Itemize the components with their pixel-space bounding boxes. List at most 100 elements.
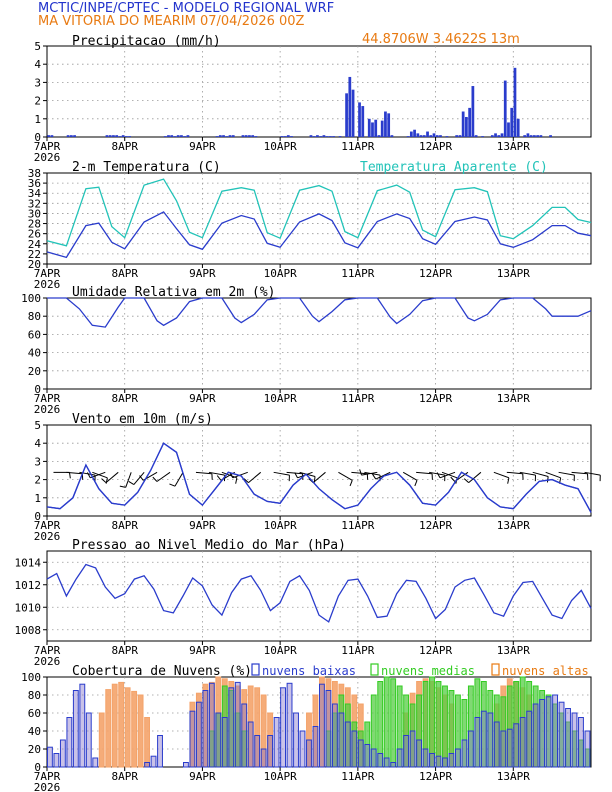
precip-bar [280, 136, 284, 137]
precip-bar [513, 67, 517, 137]
wind-xtick-label: 11APR [341, 519, 374, 532]
cloud-bar-blue [429, 753, 435, 768]
cloud-bar-blue [500, 730, 507, 768]
clouds-ytick-label: 80 [28, 689, 41, 702]
precip-bar [105, 135, 109, 137]
precip-bar [222, 135, 225, 137]
wind-barb [195, 471, 212, 475]
cloud-bar-blue [267, 735, 274, 768]
pressure-xtick-label: 12APR [419, 644, 452, 657]
wind-title: Vento em 10m (m/s) [72, 412, 213, 427]
precip-bar [231, 135, 235, 137]
wind-barb [208, 471, 225, 476]
wind-barb [133, 471, 145, 485]
wind-barb-feather [101, 478, 107, 483]
cloud-bar-blue [293, 712, 299, 768]
cloud-bar-blue [390, 762, 397, 768]
precip-bar [503, 80, 507, 137]
precip-bar [455, 135, 459, 137]
precip-bar [125, 136, 128, 137]
pressure-panel: Pressao ao Nivel Medio do Mar (hPa) 1008… [15, 538, 592, 668]
precip-bar [465, 116, 468, 137]
humidity-xtick-label: 10APR [264, 392, 297, 405]
wind-panel: Vento em 10m (m/s) 0 1 2 3 4 5 7APR 8APR 9APR 10A… [34, 412, 601, 543]
cloud-bar-blue [53, 753, 60, 768]
wind-barb [441, 471, 458, 479]
precip-bar [445, 136, 449, 137]
precip-bar [533, 135, 536, 137]
precip-bar [218, 135, 222, 137]
wind-barb [248, 471, 262, 483]
humidity-ytick-label: 80 [28, 310, 41, 323]
wind-barb [351, 471, 368, 475]
cloud-bar-blue [370, 748, 377, 768]
cloud-bar-blue [448, 753, 455, 768]
precip-bar [215, 136, 219, 137]
cloud-bar-blue [92, 757, 99, 768]
clouds-xtick-label: 7APR [34, 770, 61, 783]
cloud-bar-blue [312, 726, 319, 768]
humidity-xtick-label: 11APR [341, 392, 374, 405]
clouds-xtick-label: 10APR [264, 770, 297, 783]
temperature-xtick-label: 13APR [497, 267, 530, 280]
temperature-ytick-label: 34 [28, 187, 42, 200]
temperature-xtick-label: 8APR [111, 267, 138, 280]
wind-barb-feather [349, 480, 353, 487]
pressure-ytick-label: 1014 [15, 556, 42, 569]
precip-bar [377, 135, 381, 137]
precip-bar [173, 136, 177, 137]
humidity-year-label: 2026 [34, 403, 61, 416]
cloud-bar-blue [85, 712, 92, 768]
wind-barb-feather [139, 475, 144, 481]
precip-bar [167, 135, 170, 137]
legend-swatch-low [251, 663, 260, 676]
pressure-ytick-label: 1008 [15, 624, 42, 637]
cloud-bar-blue [247, 721, 254, 768]
precip-ytick-label: 1 [34, 113, 41, 126]
wind-barb-feather [463, 478, 469, 483]
wind-barb-feather [68, 472, 71, 479]
humidity-xtick-label: 8APR [111, 392, 138, 405]
wind-barb [66, 471, 83, 475]
precip-bar [510, 107, 514, 137]
cloud-bar-blue [539, 699, 546, 768]
location-line: MA VITORIA DO MEARIM 07/04/2026 00Z [38, 14, 305, 29]
cloud-bar-orange [131, 690, 138, 768]
precip-bar [536, 135, 540, 137]
precip-bar [523, 135, 527, 137]
precip-bar [312, 136, 316, 137]
precip-bar [380, 120, 384, 137]
cloud-bar-blue [228, 687, 235, 768]
wind-barb [92, 471, 108, 479]
humidity-ytick-label: 20 [28, 365, 41, 378]
wind-speed-line [46, 442, 592, 513]
precip-xtick-label: 13APR [497, 140, 530, 153]
wind-barb [174, 472, 184, 487]
page-title: MCTIC/INPE/CPTEC - MODELO REGIONAL WRF [38, 1, 334, 16]
wind-barb [519, 471, 536, 476]
precip-ytick-label: 2 [34, 95, 41, 108]
cloud-bar-orange [118, 681, 125, 768]
humidity-ytick-label: 60 [28, 328, 41, 341]
wind-barb [506, 471, 523, 475]
cloud-bar-blue [403, 735, 410, 768]
wind-barb-feather [243, 478, 249, 483]
cloud-bar-blue [150, 755, 157, 768]
temperature-title: 2-m Temperatura (C) [72, 160, 221, 175]
cloud-bar-blue [273, 717, 280, 768]
cloud-bar-blue [79, 683, 86, 768]
cloud-bar-blue [377, 753, 384, 768]
cloud-bar-blue [558, 701, 565, 768]
wind-xtick-label: 13APR [497, 519, 530, 532]
precip-xtick-label: 12APR [419, 140, 452, 153]
precip-bar [432, 133, 436, 137]
temperature-ytick-label: 36 [28, 177, 41, 190]
cloud-bar-blue [234, 681, 241, 768]
cloud-bar-blue [532, 703, 539, 768]
cloud-bar-blue [578, 717, 584, 768]
clouds-ytick-label: 60 [28, 707, 41, 720]
cloud-bar-blue [59, 739, 66, 768]
cloud-bar-blue [183, 762, 189, 768]
precip-frame [46, 45, 592, 138]
wind-barb [439, 471, 456, 479]
